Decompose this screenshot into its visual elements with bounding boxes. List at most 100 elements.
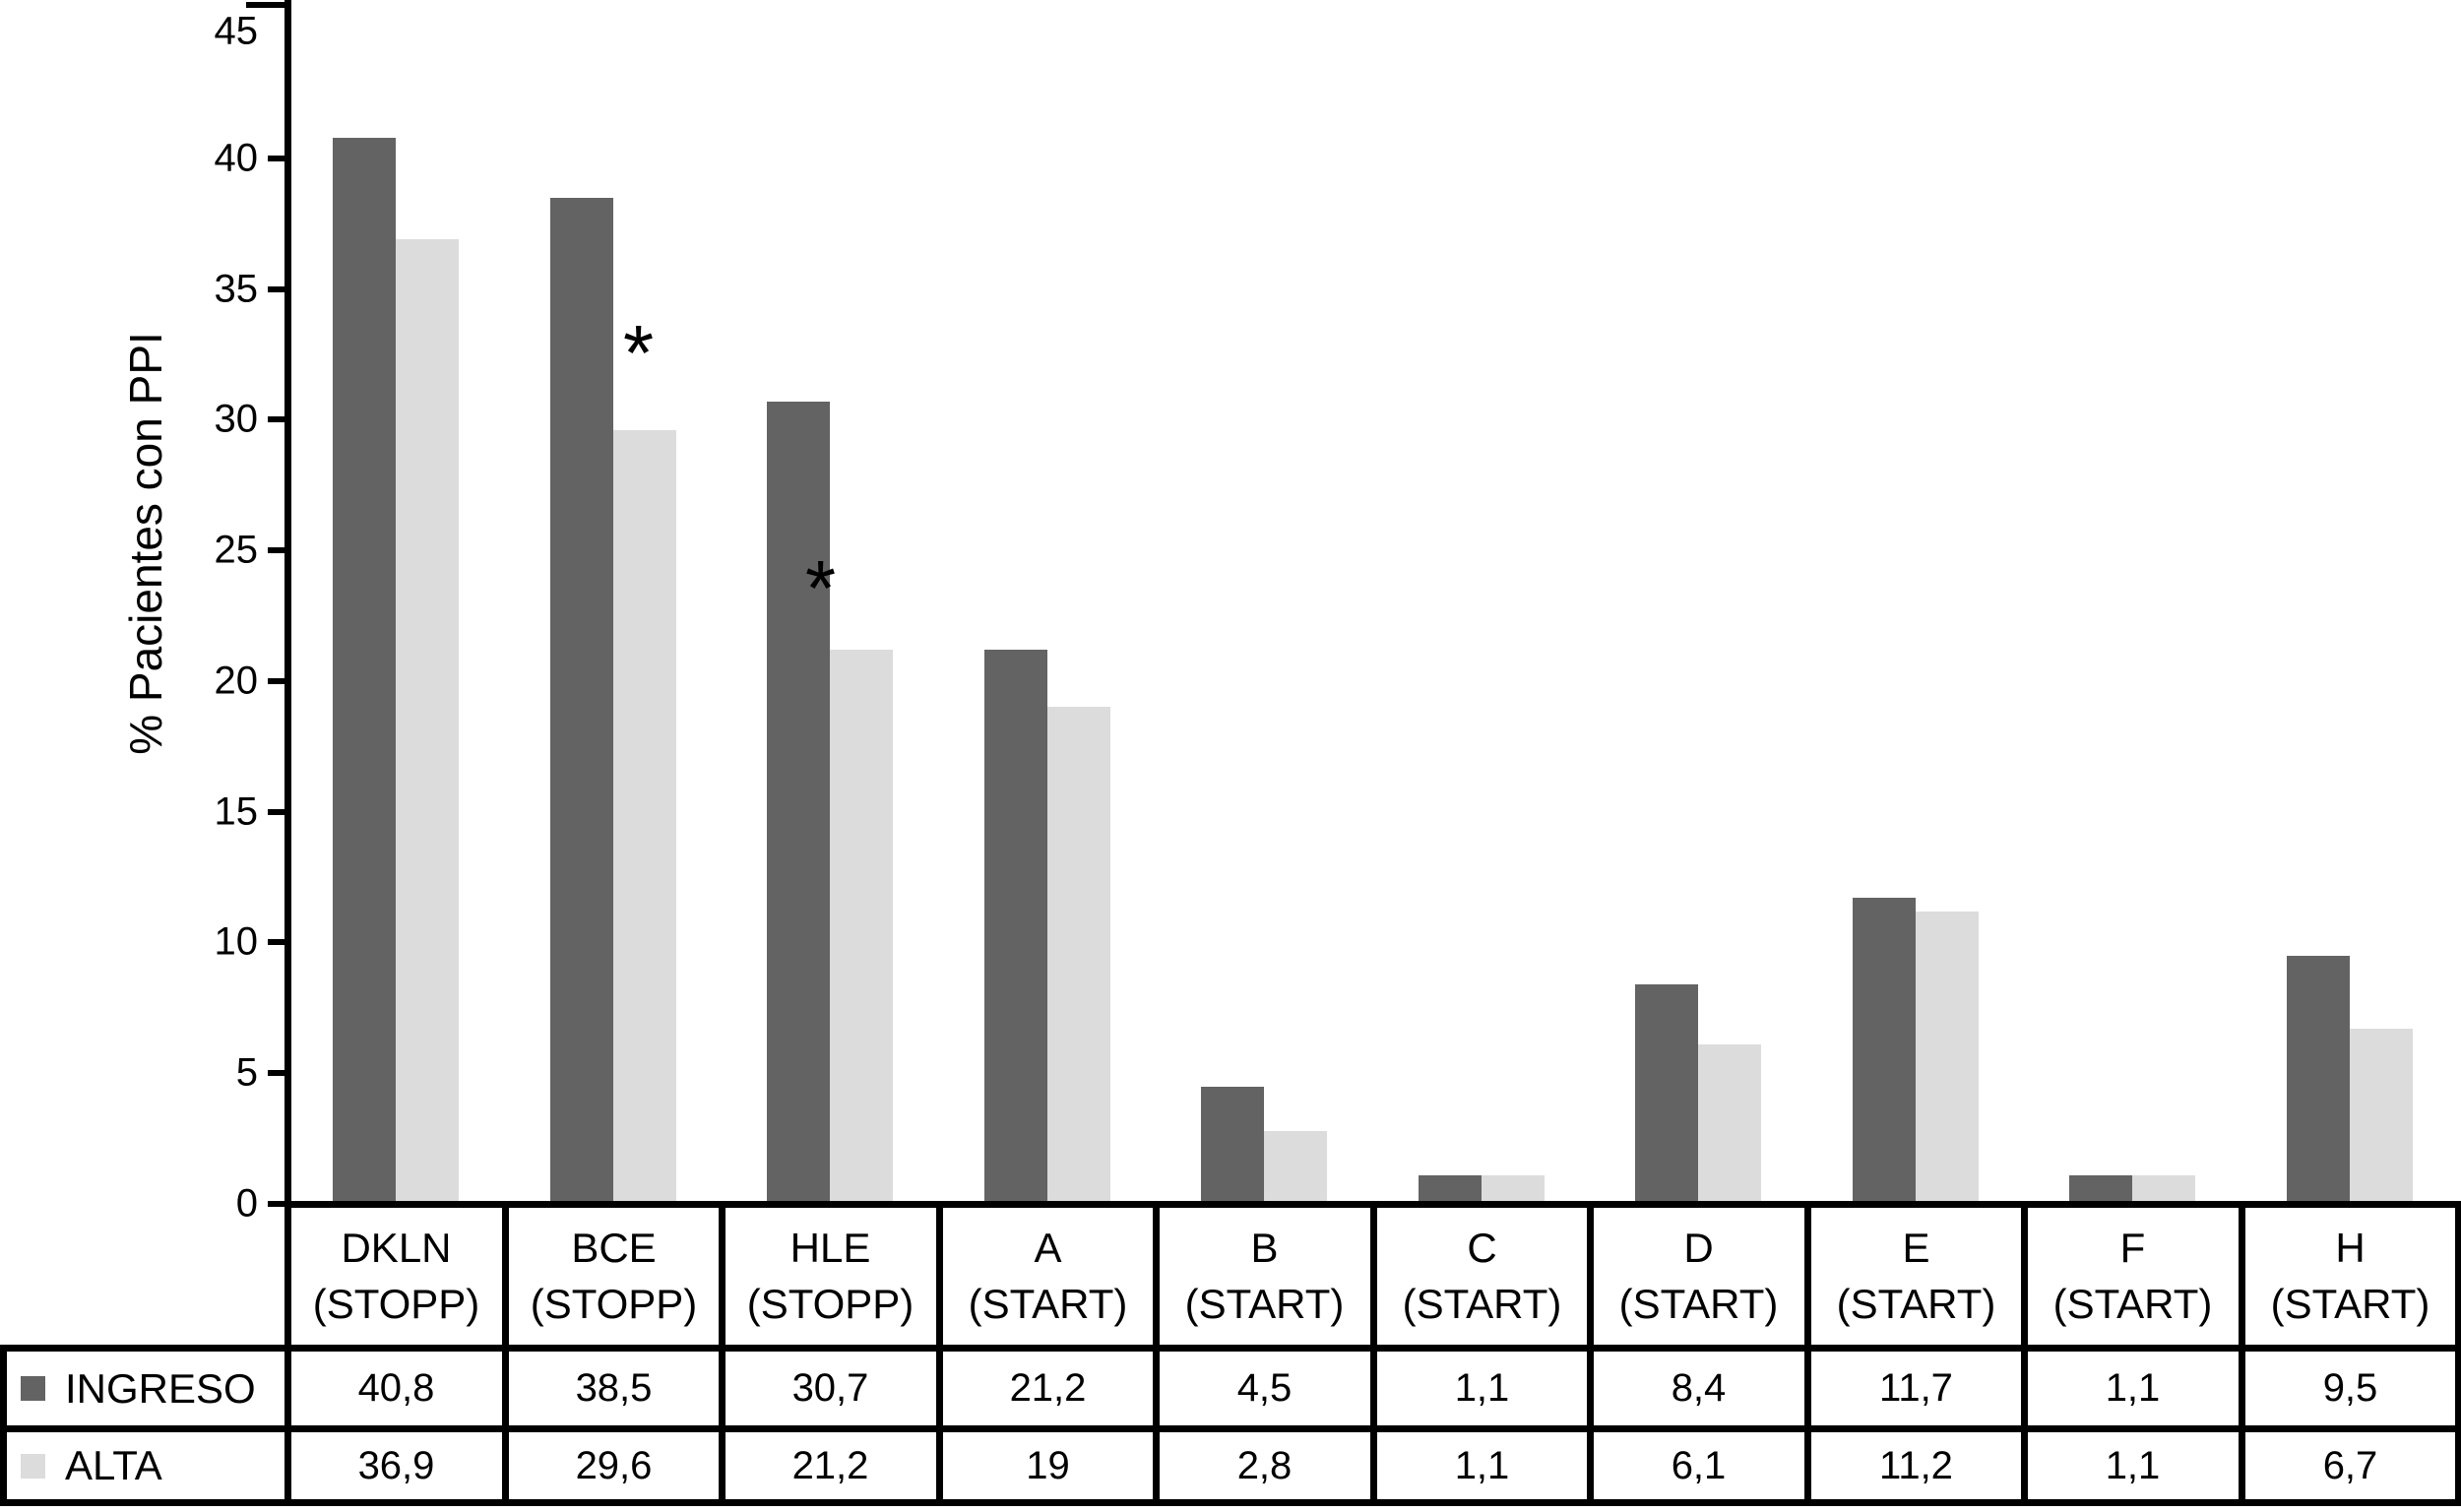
- y-axis-tick: [268, 939, 287, 945]
- ingreso-bar-E: [1853, 898, 1916, 1204]
- alta-value-cell-B: 2,8: [1236, 1443, 1293, 1487]
- table-row-line: [0, 1345, 2461, 1352]
- y-axis-tick-label: 30: [214, 397, 259, 441]
- y-axis-tick: [268, 156, 287, 161]
- category-qualifier: (START): [968, 1280, 1128, 1327]
- alta-bar-A: [1047, 707, 1110, 1204]
- alta-bar-DKLN: [396, 239, 459, 1204]
- category-header-cell-A: A (START): [939, 1208, 1157, 1345]
- ingreso-bar-A: [984, 650, 1047, 1204]
- y-axis-tick-label: 10: [214, 919, 259, 964]
- table-column-line: [719, 1201, 726, 1506]
- y-axis-tick-label: 5: [235, 1050, 258, 1095]
- y-axis-tick: [268, 416, 287, 422]
- alta-bar-E: [1916, 912, 1979, 1204]
- category-qualifier: (START): [2052, 1280, 2213, 1327]
- y-axis-tick: [268, 1201, 287, 1207]
- category-qualifier: (START): [1184, 1280, 1345, 1327]
- category-qualifier: (START): [1836, 1280, 1996, 1327]
- y-axis-tick: [246, 2, 287, 8]
- alta-value-cell-D: 6,1: [1671, 1443, 1727, 1487]
- ingreso-value-cell-A: 21,2: [1009, 1366, 1087, 1410]
- category-name: DKLN: [341, 1224, 452, 1271]
- ingreso-value-cell-E: 11,7: [1879, 1366, 1953, 1410]
- alta-value-cell-C: 1,1: [1454, 1443, 1510, 1487]
- significance-asterisk: *: [623, 309, 655, 397]
- ingreso-bar-D: [1635, 984, 1698, 1204]
- ingreso-value-cell-DKLN: 40,8: [357, 1366, 435, 1410]
- legend-label-alta: ALTA: [65, 1442, 162, 1488]
- y-axis-tick-label: 20: [214, 659, 259, 703]
- ingreso-value-cell-F: 1,1: [2105, 1366, 2161, 1410]
- y-axis-tick: [268, 809, 287, 815]
- category-qualifier: (START): [1618, 1280, 1779, 1327]
- category-header-cell-C: C (START): [1373, 1208, 1591, 1345]
- table-column-line: [1804, 1201, 1811, 1506]
- ingreso-value-cell-H: 9,5: [2322, 1366, 2378, 1410]
- y-axis-tick: [268, 547, 287, 553]
- alta-bar-B: [1264, 1131, 1327, 1204]
- category-name: H: [2335, 1224, 2366, 1271]
- ingreso-value-cell-B: 4,5: [1236, 1366, 1293, 1410]
- category-header-cell-F: F (START): [2024, 1208, 2241, 1345]
- table-column-line: [2455, 1201, 2461, 1506]
- alta-bar-BCE: [613, 430, 676, 1204]
- ingreso-bar-C: [1419, 1175, 1482, 1204]
- alta-value-cell-F: 1,1: [2105, 1443, 2161, 1487]
- ingreso-value-cell-BCE: 38,5: [575, 1366, 653, 1410]
- category-header-cell-B: B (START): [1156, 1208, 1373, 1345]
- category-header-cell-H: H (START): [2241, 1208, 2459, 1345]
- category-name: F: [2119, 1224, 2146, 1271]
- table-column-line: [1370, 1201, 1377, 1506]
- alta-value-cell-HLE: 21,2: [791, 1443, 869, 1487]
- legend-alta: ALTA: [7, 1432, 284, 1499]
- category-name: BCE: [571, 1224, 657, 1271]
- alta-bar-C: [1482, 1175, 1545, 1204]
- y-axis-tick-label: 45: [214, 9, 259, 53]
- legend-swatch-alta: [21, 1453, 45, 1479]
- category-name: E: [1902, 1224, 1930, 1271]
- ingreso-value-cell-HLE: 30,7: [791, 1366, 869, 1410]
- ingreso-bar-BCE: [550, 198, 613, 1204]
- ingreso-bar-HLE: [767, 402, 830, 1204]
- table-left-edge-line: [0, 1345, 7, 1506]
- category-header-cell-E: E (START): [1807, 1208, 2025, 1345]
- ingreso-value-cell-C: 1,1: [1454, 1366, 1510, 1410]
- alta-bar-H: [2350, 1029, 2413, 1204]
- legend-label-ingreso: INGRESO: [65, 1364, 256, 1412]
- y-axis-tick-label: 25: [214, 528, 259, 572]
- alta-value-cell-A: 19: [1026, 1443, 1070, 1487]
- category-name: A: [1034, 1224, 1062, 1271]
- category-name: C: [1467, 1224, 1497, 1271]
- alta-bar-F: [2132, 1175, 2195, 1204]
- category-name: HLE: [789, 1224, 871, 1271]
- category-qualifier: (STOPP): [530, 1280, 698, 1327]
- table-column-line: [936, 1201, 943, 1506]
- y-axis-tick: [268, 1070, 287, 1076]
- alta-value-cell-BCE: 29,6: [575, 1443, 653, 1487]
- y-axis-tick: [268, 678, 287, 684]
- category-name: B: [1250, 1224, 1279, 1271]
- ingreso-bar-F: [2069, 1175, 2132, 1204]
- table-column-line: [1153, 1201, 1160, 1506]
- y-axis-tick-label: 35: [214, 267, 259, 311]
- table-column-line: [502, 1201, 509, 1506]
- category-header-cell-D: D (START): [1590, 1208, 1807, 1345]
- alta-value-cell-DKLN: 36,9: [357, 1443, 435, 1487]
- alta-value-cell-H: 6,7: [2322, 1443, 2378, 1487]
- category-header-cell-DKLN: DKLN (STOPP): [287, 1208, 505, 1345]
- table-column-line: [2021, 1201, 2028, 1506]
- table-column-line: [1587, 1201, 1594, 1506]
- alta-bar-D: [1698, 1044, 1761, 1204]
- legend-ingreso: INGRESO: [7, 1352, 284, 1425]
- category-header-cell-BCE: BCE (STOPP): [505, 1208, 723, 1345]
- category-qualifier: (STOPP): [746, 1280, 915, 1327]
- table-row-line: [0, 1499, 2461, 1506]
- alta-bar-HLE: [830, 650, 893, 1204]
- significance-asterisk: *: [805, 544, 837, 632]
- table-row-line: [0, 1425, 2461, 1432]
- ingreso-value-cell-D: 8,4: [1671, 1366, 1727, 1410]
- table-column-line: [2239, 1201, 2245, 1506]
- category-name: D: [1683, 1224, 1714, 1271]
